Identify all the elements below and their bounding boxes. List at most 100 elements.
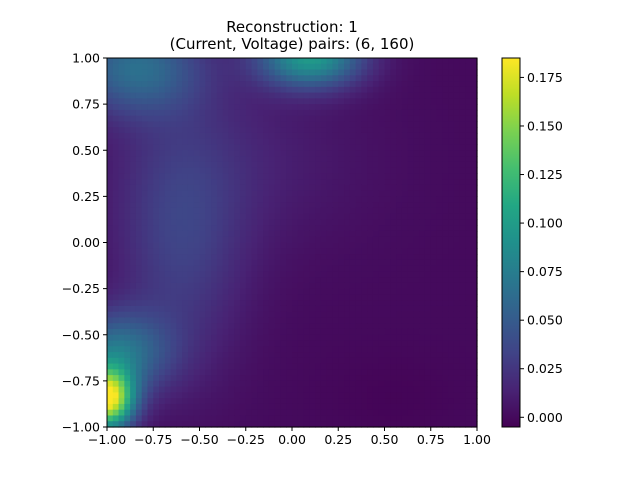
heatmap-cell (372, 230, 380, 238)
heatmap-cell (401, 282, 409, 290)
heatmap-cell (315, 196, 322, 203)
heatmap-cell (332, 58, 339, 65)
heatmap-cell (349, 415, 357, 422)
heatmap-cell (159, 219, 166, 226)
heatmap-cell (182, 63, 189, 71)
heatmap-cell (182, 156, 189, 163)
heatmap-cell (199, 323, 206, 330)
heatmap-cell (338, 115, 345, 123)
heatmap-cell (442, 75, 449, 82)
heatmap-cell (280, 254, 287, 261)
heatmap-cell (107, 127, 114, 134)
heatmap-cell (378, 271, 386, 278)
heatmap-cell (228, 109, 235, 117)
heatmap-cell (315, 213, 322, 221)
heatmap-cell (448, 230, 455, 238)
heatmap-cell (228, 190, 235, 197)
heatmap-cell (182, 369, 189, 376)
heatmap-cell (135, 138, 143, 146)
heatmap-cell (112, 317, 120, 324)
heatmap-cell (170, 363, 177, 370)
heatmap-cell (309, 357, 316, 365)
heatmap-cell (338, 150, 345, 157)
heatmap-cell (251, 248, 258, 255)
heatmap-cell (367, 207, 374, 215)
heatmap-cell (222, 75, 230, 82)
heatmap-cell (297, 340, 305, 347)
heatmap-cell (193, 346, 201, 353)
heatmap-cell (367, 409, 374, 417)
heatmap-cell (407, 213, 415, 221)
heatmap-cell (251, 58, 258, 65)
heatmap-cell (124, 300, 131, 307)
heatmap-cell (141, 421, 149, 428)
heatmap-cell (286, 363, 293, 370)
heatmap-cell (309, 219, 316, 226)
heatmap-cell (135, 127, 143, 134)
heatmap-cell (211, 328, 218, 336)
heatmap-cell (141, 167, 149, 174)
heatmap-cell (436, 213, 443, 221)
heatmap-cell (193, 242, 201, 249)
heatmap-cell (153, 334, 160, 342)
heatmap-cell (355, 58, 362, 65)
heatmap-cell (372, 363, 380, 370)
heatmap-cell (372, 138, 380, 146)
heatmap-cell (211, 86, 218, 94)
heatmap-cell (320, 265, 328, 272)
heatmap-cell (419, 271, 426, 278)
heatmap-cell (349, 138, 357, 146)
heatmap-cell (309, 144, 316, 151)
heatmap-cell (245, 288, 253, 295)
heatmap-cell (471, 138, 478, 146)
heatmap-cell (453, 104, 461, 111)
heatmap-cell (147, 132, 154, 140)
colorbar-frame (501, 57, 521, 428)
heatmap-cell (211, 219, 218, 226)
heatmap-cell (315, 323, 322, 330)
heatmap-cell (107, 184, 114, 192)
heatmap-cell (107, 207, 114, 215)
heatmap-cell (378, 300, 386, 307)
heatmap-cell (112, 190, 120, 197)
heatmap-cell (286, 305, 293, 313)
heatmap-cell (205, 242, 212, 249)
heatmap-cell (245, 323, 253, 330)
heatmap-cell (268, 282, 276, 290)
heatmap-cell (344, 352, 351, 359)
heatmap-cell (326, 392, 334, 399)
heatmap-cell (453, 323, 461, 330)
heatmap-cell (471, 288, 478, 295)
heatmap-cell (344, 196, 351, 203)
heatmap-cell (396, 288, 403, 295)
heatmap-cell (448, 346, 455, 353)
heatmap-cell (453, 156, 461, 163)
heatmap-cell (245, 121, 253, 128)
heatmap-cell (309, 282, 316, 290)
heatmap-cell (187, 98, 195, 105)
heatmap-cell (141, 69, 149, 76)
heatmap-cell (170, 259, 177, 267)
heatmap-cell (401, 323, 409, 330)
heatmap-cell (107, 311, 114, 319)
heatmap-cell (471, 213, 478, 221)
heatmap-cell (216, 179, 224, 186)
heatmap-cell (257, 340, 264, 347)
heatmap-cell (465, 375, 472, 382)
heatmap-cell (309, 230, 316, 238)
heatmap-cell (211, 357, 218, 365)
heatmap-cell (205, 386, 212, 394)
heatmap-cell (465, 259, 472, 267)
heatmap-cell (465, 213, 472, 221)
heatmap-cell (396, 398, 403, 405)
heatmap-cell (309, 202, 316, 209)
heatmap-cell (384, 196, 391, 203)
heatmap-cell (390, 415, 397, 422)
heatmap-cell (147, 121, 154, 128)
heatmap-cell (257, 236, 264, 244)
heatmap-cell (448, 58, 455, 65)
heatmap-cell (309, 403, 316, 411)
heatmap-cell (216, 317, 224, 324)
heatmap-cell (170, 69, 177, 76)
heatmap-cell (239, 398, 247, 405)
